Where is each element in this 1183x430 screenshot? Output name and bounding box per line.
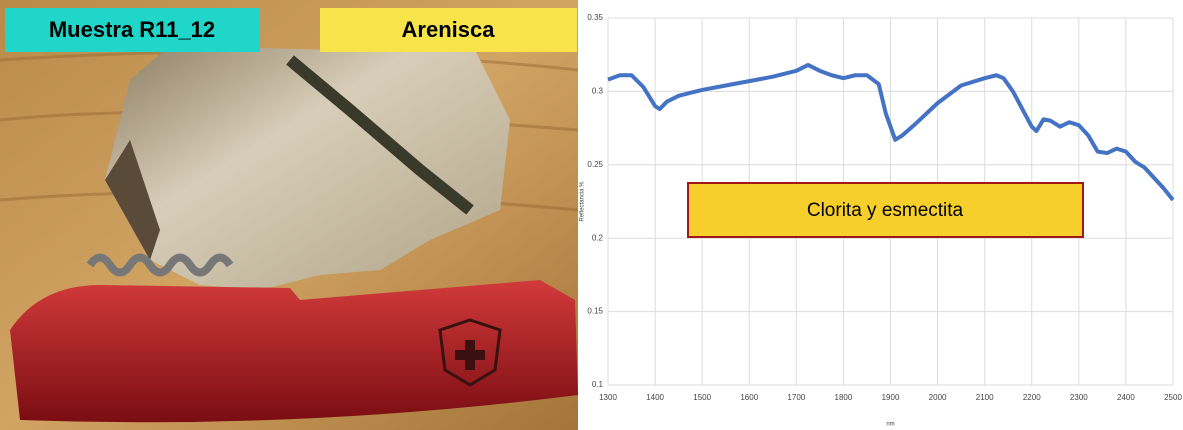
y-tick-label: 0.35 <box>587 13 603 22</box>
y-axis-label: Reflectancia % <box>580 181 586 222</box>
x-tick-label: 1900 <box>882 393 900 402</box>
y-tick-label: 0.2 <box>592 233 604 242</box>
x-tick-label: 2100 <box>976 393 994 402</box>
photo: Muestra R11_12 Arenisca <box>0 0 579 430</box>
x-tick-label: 1400 <box>646 393 664 402</box>
y-tick-label: 0.3 <box>592 87 604 96</box>
x-axis-label: nm <box>886 422 894 428</box>
x-tick-label: 2400 <box>1117 393 1135 402</box>
x-tick-label: 2000 <box>929 393 947 402</box>
y-tick-label: 0.15 <box>587 307 603 316</box>
rock-badge <box>320 8 577 52</box>
x-tick-label: 1600 <box>740 393 758 402</box>
y-tick-label: 0.1 <box>592 380 604 389</box>
sample-label: Muestra R11_12 <box>49 17 215 42</box>
x-tick-label: 1800 <box>835 393 853 402</box>
chart: 0.1 0.15 0.2 0.25 0.3 0.35 1300 1400 1500 1600 170… <box>580 13 1183 427</box>
spectrum-line <box>607 62 1175 202</box>
x-tick-label: 1300 <box>599 393 617 402</box>
x-tick-label: 2200 <box>1023 393 1041 402</box>
sample-badge <box>5 8 260 52</box>
y-tick-label: 0.25 <box>587 160 603 169</box>
x-tick-label: 2500 <box>1164 393 1182 402</box>
annotation-box <box>687 182 1084 238</box>
rock-label: Arenisca <box>402 17 496 42</box>
x-tick-label: 2300 <box>1070 393 1088 402</box>
annotation: Clorita y esmectita <box>807 200 964 221</box>
x-tick-label: 1500 <box>693 393 711 402</box>
x-tick-label: 1700 <box>787 393 805 402</box>
